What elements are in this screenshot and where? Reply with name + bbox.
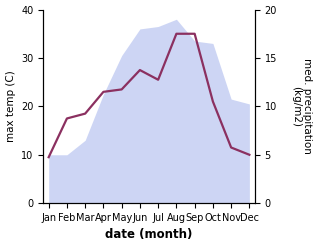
Y-axis label: max temp (C): max temp (C) — [5, 70, 16, 142]
Y-axis label: med. precipitation
(kg/m2): med. precipitation (kg/m2) — [291, 59, 313, 154]
X-axis label: date (month): date (month) — [105, 228, 193, 242]
